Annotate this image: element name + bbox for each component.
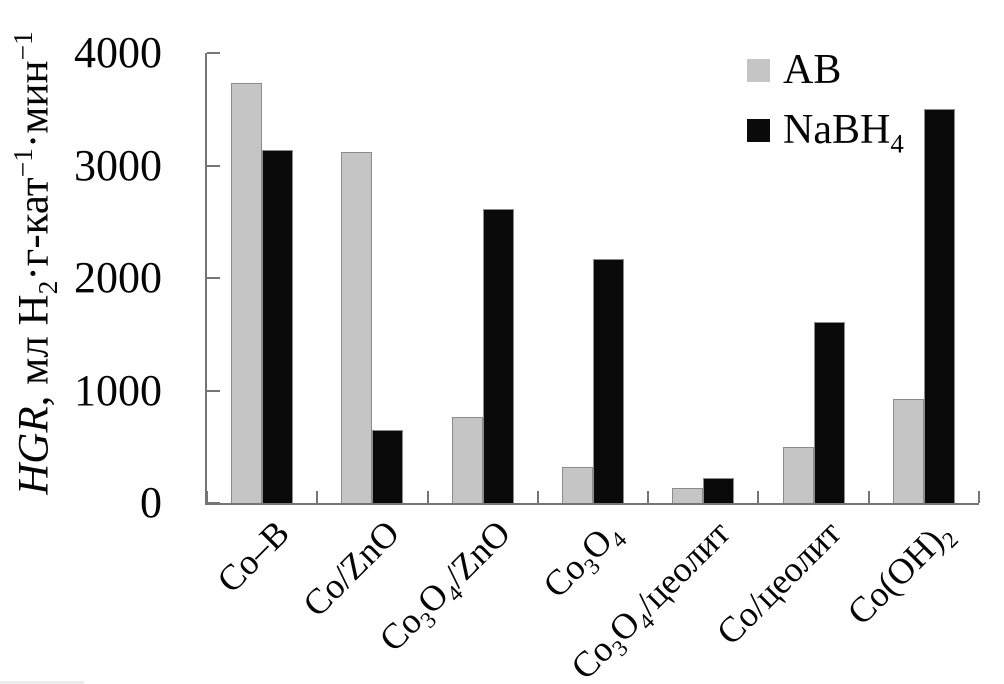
legend-swatch-nabh4-icon [747, 118, 770, 142]
bar-ab [782, 447, 814, 503]
bar-group-6 [758, 53, 868, 503]
x-tick-mark [978, 491, 980, 503]
y-tick-mark [207, 390, 220, 392]
x-axis-label: Co–B [209, 512, 297, 601]
bar-nabh4 [923, 109, 955, 503]
legend-item-nabh4: NaBH4 [747, 107, 904, 159]
y-tick-label: 4000 [74, 28, 162, 77]
legend: AB NaBH4 [747, 47, 904, 167]
legend-item-ab: AB [747, 47, 904, 93]
bar-group-4 [538, 53, 648, 503]
bar-group-5 [648, 53, 758, 503]
bar-ab [672, 488, 704, 503]
bar-nabh4 [703, 478, 735, 503]
bar-nabh4 [372, 430, 404, 503]
legend-label-nabh4: NaBH4 [783, 107, 904, 159]
bar-ab [341, 152, 373, 503]
x-tick-mark [757, 491, 759, 503]
bar-group-2 [317, 53, 427, 503]
bar-group-7 [869, 53, 979, 503]
x-axis-label: Co3O4 [535, 520, 632, 606]
bar-ab [561, 467, 593, 503]
legend-swatch-ab-icon [747, 58, 770, 82]
bar-ab [231, 83, 263, 503]
plot-area [205, 52, 980, 505]
y-tick-label: 2000 [74, 253, 162, 302]
x-tick-mark [537, 491, 539, 503]
x-tick-mark [647, 491, 649, 503]
y-tick-label: 0 [140, 478, 162, 527]
y-tick-mark [207, 277, 220, 279]
legend-label-ab: AB [783, 47, 842, 93]
bar-group-3 [428, 53, 538, 503]
y-tick-mark [207, 52, 220, 54]
bar-nabh4 [592, 259, 624, 503]
y-tick-label: 3000 [74, 141, 162, 190]
bar-nabh4 [482, 209, 514, 503]
bar-nabh4 [262, 150, 294, 503]
corner-artifact [0, 681, 84, 684]
x-axis-label: Co(OH)2 [839, 520, 963, 633]
x-tick-mark [316, 491, 318, 503]
bar-ab [892, 399, 924, 503]
bar-group-1 [207, 53, 317, 503]
bar-nabh4 [813, 322, 845, 503]
y-tick-mark [207, 502, 220, 504]
x-tick-mark [868, 491, 870, 503]
y-tick-mark [207, 165, 220, 167]
x-tick-mark [427, 491, 429, 503]
x-axis-label: Co/ZnO [295, 512, 407, 625]
y-tick-label: 1000 [74, 366, 162, 415]
bar-ab [451, 417, 483, 503]
x-tick-mark [206, 491, 208, 503]
